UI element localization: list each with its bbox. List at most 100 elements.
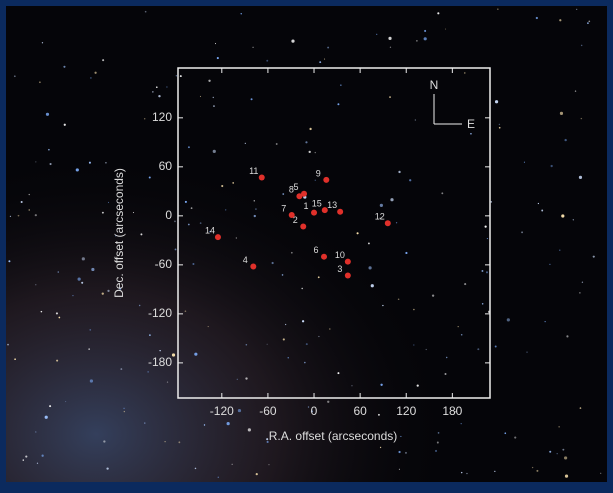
star <box>145 11 147 13</box>
star <box>301 288 302 289</box>
star <box>559 250 560 251</box>
star <box>485 225 487 227</box>
star <box>213 105 215 107</box>
star <box>291 252 293 254</box>
star <box>272 262 274 264</box>
star <box>245 377 247 379</box>
star <box>306 343 308 345</box>
chart: N E R.A. offset (arcseconds) Dec. offset… <box>0 0 613 488</box>
star <box>255 208 256 209</box>
star <box>91 268 94 271</box>
star <box>140 233 142 235</box>
star <box>103 440 105 442</box>
star <box>81 282 83 284</box>
point-label: 10 <box>335 250 345 260</box>
star <box>10 216 11 217</box>
star <box>35 431 36 432</box>
star <box>251 98 253 100</box>
star <box>35 284 36 285</box>
star <box>495 346 497 348</box>
star <box>305 141 307 143</box>
star <box>432 295 434 297</box>
star <box>550 165 552 167</box>
star <box>461 472 462 473</box>
star <box>573 219 574 220</box>
star <box>368 243 370 245</box>
star <box>217 57 219 59</box>
star <box>435 450 437 452</box>
y-tick-label: 120 <box>152 110 172 124</box>
star <box>559 19 561 21</box>
star <box>144 422 145 423</box>
star <box>308 406 309 407</box>
star <box>400 436 401 437</box>
point <box>345 259 351 265</box>
star <box>236 237 237 238</box>
star <box>315 180 316 181</box>
star <box>487 238 488 239</box>
star <box>133 212 134 213</box>
star <box>256 473 258 475</box>
star <box>337 103 339 105</box>
star <box>25 456 27 458</box>
star <box>159 350 160 351</box>
star <box>176 75 177 76</box>
star <box>399 469 400 470</box>
star <box>178 441 180 443</box>
star <box>185 310 187 312</box>
star <box>398 171 400 173</box>
star <box>149 176 151 178</box>
star <box>185 201 187 203</box>
star <box>413 344 414 345</box>
star <box>283 338 285 340</box>
star <box>561 214 564 217</box>
star <box>105 162 107 164</box>
star <box>544 321 545 322</box>
star <box>194 353 197 356</box>
star <box>499 127 501 129</box>
star <box>152 91 153 92</box>
star <box>318 276 320 278</box>
point <box>250 263 256 269</box>
star <box>398 451 400 453</box>
x-tick-label: -120 <box>210 404 234 418</box>
star <box>291 40 294 43</box>
x-tick-label: 120 <box>396 404 416 418</box>
nebula <box>6 6 607 482</box>
star <box>441 192 443 194</box>
star <box>437 12 439 14</box>
star <box>337 372 339 374</box>
star <box>192 263 194 265</box>
star <box>587 22 589 24</box>
star <box>446 357 447 358</box>
star <box>461 334 463 336</box>
star <box>526 352 527 353</box>
y-tick-label: 60 <box>159 159 173 173</box>
star <box>72 295 73 296</box>
star <box>106 467 108 469</box>
star <box>253 47 254 48</box>
star <box>405 252 407 254</box>
star <box>227 422 230 425</box>
star <box>470 133 472 135</box>
star <box>409 179 411 181</box>
star <box>208 80 210 82</box>
point <box>215 234 221 240</box>
star <box>29 194 30 195</box>
point-label: 5 <box>294 182 299 192</box>
star <box>388 37 391 40</box>
star <box>560 112 563 115</box>
star <box>14 75 16 77</box>
star <box>417 385 419 387</box>
star <box>538 203 539 204</box>
star <box>46 113 49 116</box>
star <box>390 47 391 48</box>
star <box>315 152 316 153</box>
star <box>200 222 202 224</box>
star <box>424 37 427 40</box>
star <box>208 326 209 327</box>
star <box>165 441 166 442</box>
star <box>491 201 492 202</box>
star <box>549 451 551 453</box>
star <box>424 30 426 32</box>
